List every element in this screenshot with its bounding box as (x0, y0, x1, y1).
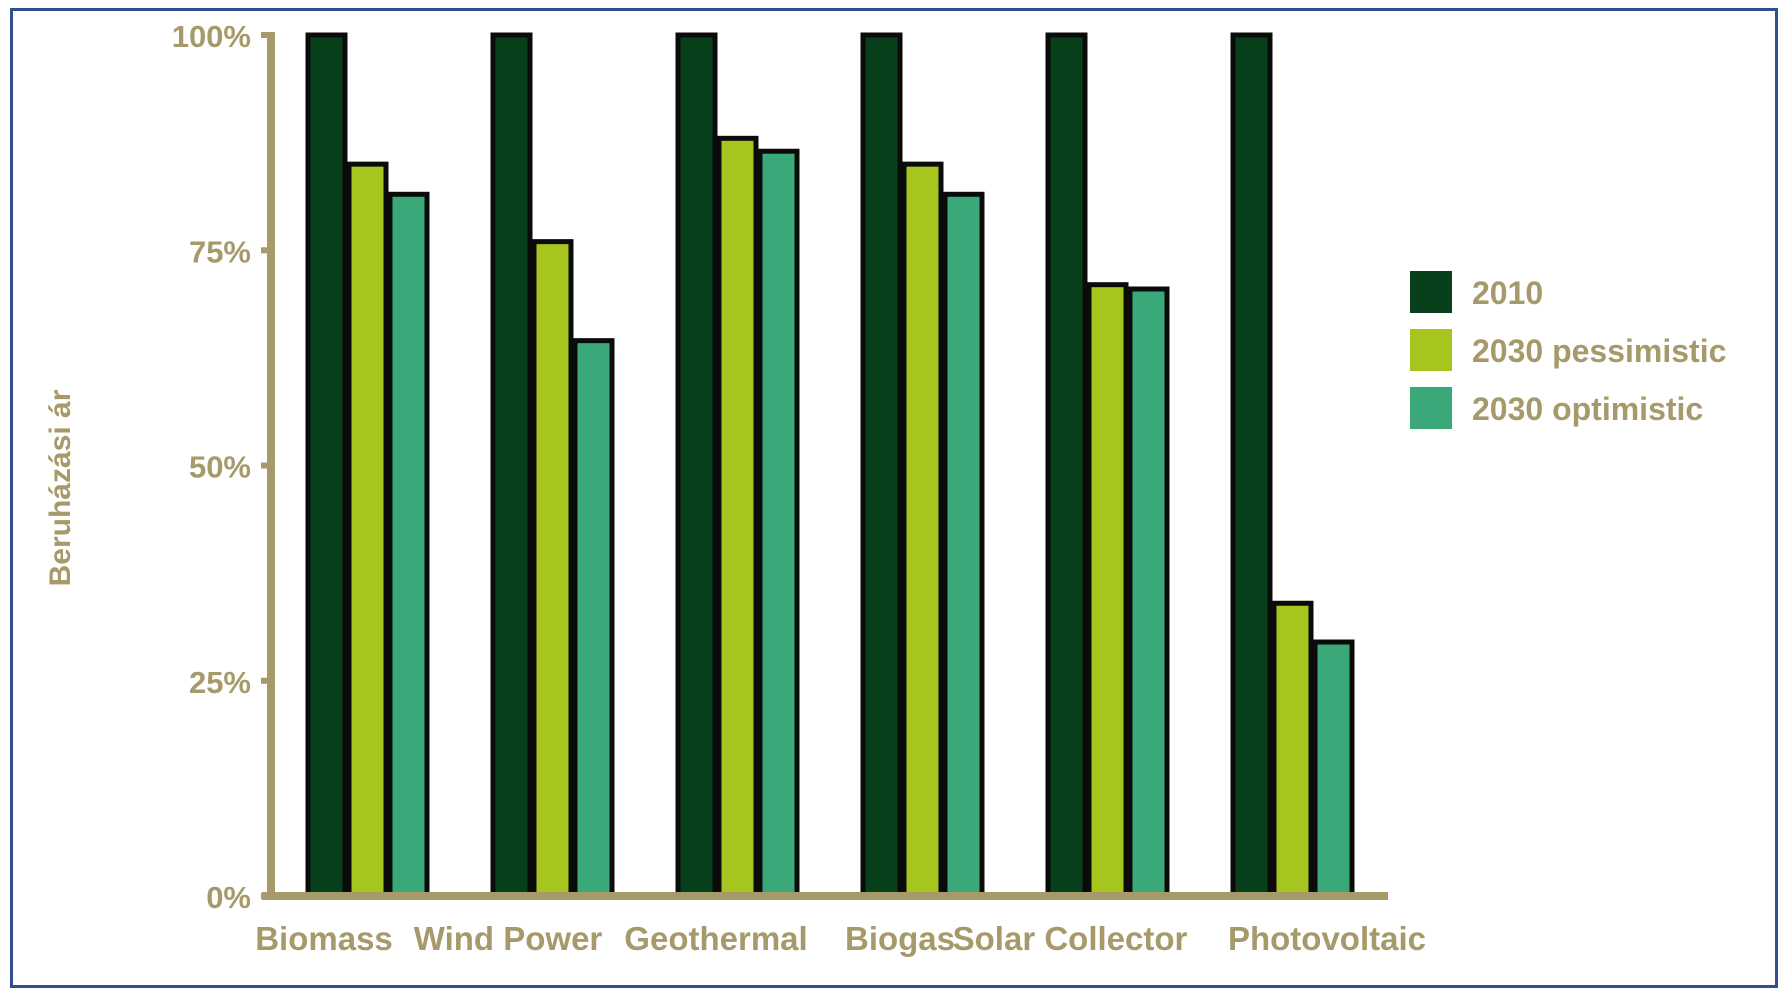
bar-2030-pessimistic-solar-collector (1086, 282, 1129, 899)
category-label: Wind Power (414, 920, 603, 957)
bar-2030-pessimistic-photovoltaic (1271, 600, 1314, 899)
bar-2010-biomass (305, 32, 348, 899)
category-label: Geothermal (624, 920, 807, 957)
y-tick-label: 25% (189, 665, 251, 700)
bar-2030-pessimistic-wind-power (531, 239, 574, 899)
bar-2030-optimistic-wind-power (572, 338, 615, 899)
legend-swatch (1410, 329, 1452, 371)
bar-2010-biogas (860, 32, 903, 899)
legend-swatch (1410, 271, 1452, 313)
bar-2030-optimistic-geothermal (757, 148, 800, 899)
bar-2010-solar-collector (1045, 32, 1088, 899)
bar-2030-optimistic-biomass (387, 191, 430, 899)
category-label: Solar Collector (953, 920, 1188, 957)
bar-2030-pessimistic-biomass (346, 161, 389, 899)
bar-2030-optimistic-solar-collector (1127, 286, 1170, 899)
bar-2030-pessimistic-biogas (901, 161, 944, 899)
y-axis-label: Beruházási ár (44, 389, 77, 586)
bar-2030-optimistic-biogas (942, 191, 985, 899)
y-tick-label: 75% (189, 234, 251, 269)
y-tick-label: 50% (189, 450, 251, 485)
legend-label: 2030 optimistic (1472, 391, 1703, 427)
legend-swatch (1410, 387, 1452, 429)
category-label: Biogas (845, 920, 955, 957)
category-label: Photovoltaic (1228, 920, 1426, 957)
bar-2030-optimistic-photovoltaic (1312, 639, 1355, 899)
bar-2010-wind-power (490, 32, 533, 899)
bar-2030-pessimistic-geothermal (716, 135, 759, 899)
legend-label: 2030 pessimistic (1472, 333, 1726, 369)
y-tick-label: 100% (172, 19, 251, 54)
category-label: Biomass (255, 920, 393, 957)
bar-2010-photovoltaic (1230, 32, 1273, 899)
bar-2010-geothermal (675, 32, 718, 899)
legend-label: 2010 (1472, 275, 1543, 311)
y-tick-label: 0% (206, 880, 251, 915)
